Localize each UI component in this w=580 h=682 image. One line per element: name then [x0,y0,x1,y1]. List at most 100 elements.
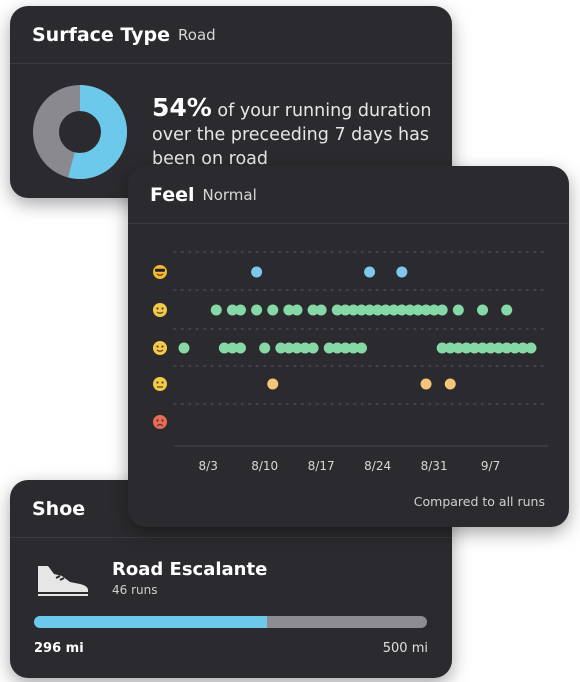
feel-dot-smiling [428,304,440,316]
feel-dot-smiling [331,304,343,316]
x-tick-label: 8/31 [421,459,448,473]
feel-dot-neutral [444,378,456,390]
feel-dot-smiling [315,304,327,316]
feel-dot-slightly-smiling [436,342,448,354]
feel-dot-slightly-smiling [234,342,246,354]
feel-dot-smiling [420,304,432,316]
feel-dot-slightly-smiling [218,342,230,354]
feel-dot-slightly-smiling [259,342,271,354]
slightly-smiling-face-icon-eye-right [161,345,164,348]
surface-donut-chart [33,85,127,179]
sunglasses-face-icon [153,265,167,279]
feel-card[interactable]: Feel Normal 8/3 8/10 8/17 8/24 8/31 9/7 Compa… [128,166,569,527]
feel-dot-smiling [291,304,303,316]
tired-face-icon-eye-right [161,419,164,422]
feel-dot-slightly-smiling [468,342,480,354]
x-tick-label: 8/24 [364,459,391,473]
x-tick-label: 8/17 [308,459,335,473]
neutral-face-icon [153,377,167,391]
feel-dot-smiling [307,304,319,316]
slightly-smiling-face-icon-eye-left [156,345,159,348]
feel-dot-slightly-smiling [477,342,489,354]
sunglasses-face-icon-mouth [156,273,164,276]
feel-dot-sunglasses [364,266,376,278]
slightly-smiling-face-icon [153,341,167,355]
smiling-face-icon-eye-right [161,307,164,310]
feel-dot-neutral [420,378,432,390]
feel-dot-smiling [452,304,464,316]
feel-dot-smiling [251,304,263,316]
shoe-title: Shoe [32,497,86,520]
shoe-name: Road Escalante [112,559,268,580]
feel-dot-smiling [412,304,424,316]
feel-dot-slightly-smiling [356,342,367,354]
feel-dot-smiling [267,304,279,316]
feel-dot-slightly-smiling [444,342,456,354]
feel-dot-slightly-smiling [501,342,513,354]
feel-dot-slightly-smiling [509,342,521,354]
feel-dot-slightly-smiling [291,342,303,354]
feel-dot-slightly-smiling [307,342,319,354]
feel-dot-smiling [364,304,376,316]
x-tick-label: 8/3 [199,459,218,473]
surface-type-body: 54% of your running duration over the pr… [10,64,452,198]
tired-face-icon-eye-left [156,419,159,422]
feel-dot-slightly-smiling [525,342,537,354]
smiling-face-icon-mouth [156,311,164,314]
feel-dot-smiling [501,304,513,316]
feel-dot-slightly-smiling [452,342,464,354]
feel-dot-slightly-smiling [178,342,190,354]
feel-dot-neutral [267,378,279,390]
tired-face-icon [153,415,167,429]
feel-dot-smiling [234,304,246,316]
smiling-face-icon-eye-left [156,307,159,310]
donut-road-segment [33,85,127,179]
feel-dot-slightly-smiling [299,342,311,354]
feel-dot-smiling [477,304,489,316]
feel-title: Feel [150,183,195,206]
x-tick-label: 8/10 [251,459,278,473]
surface-summary: 54% of your running duration over the pr… [152,93,440,171]
feel-scatter-chart: 8/3 8/10 8/17 8/24 8/31 9/7 [153,251,549,473]
feel-dot-slightly-smiling [331,342,343,354]
shoe-text: Road Escalante 46 runs [112,559,267,597]
feel-dot-smiling [404,304,416,316]
feel-dot-smiling [436,304,448,316]
feel-value: Normal [202,185,257,204]
shoe-header: Shoe [10,480,452,538]
shoe-runs: 46 runs [112,583,158,597]
x-tick-label: 9/7 [481,459,500,473]
feel-dot-smiling [388,304,400,316]
smiling-face-icon [153,303,167,317]
feel-dot-smiling [226,304,238,316]
feel-dot-smiling [210,304,222,316]
shoe-limit: 500 mi [382,641,428,656]
feel-dot-slightly-smiling [460,342,472,354]
tired-face-icon-mouth [156,423,164,427]
feel-dot-slightly-smiling [493,342,505,354]
feel-dot-smiling [283,304,295,316]
surface-percent: 54% [152,93,212,122]
feel-dot-smiling [339,304,351,316]
sunglasses-icon [155,268,165,272]
feel-footnote: Compared to all runs [413,494,545,509]
feel-dot-slightly-smiling [517,342,529,354]
feel-dot-slightly-smiling [339,342,351,354]
feel-header: Feel Normal [128,166,569,224]
feel-dot-smiling [380,304,392,316]
feel-dot-sunglasses [251,266,263,278]
shoe-progress-fill [34,616,267,628]
surface-type-value: Road [178,25,216,44]
feel-dot-slightly-smiling [323,342,335,354]
slightly-smiling-face-icon-mouth [156,349,164,352]
feel-dot-slightly-smiling [283,342,295,354]
surface-type-title: Surface Type [32,23,171,46]
shoe-info: Road Escalante 46 runs [34,558,267,598]
neutral-face-icon-eye-left [156,381,159,384]
feel-dot-slightly-smiling [226,342,238,354]
feel-dot-smiling [372,304,384,316]
surface-summary-text: of your running duration over the precee… [152,101,432,169]
neutral-face-icon-eye-right [161,381,164,384]
shoe-progress-track [34,616,427,628]
feel-dot-sunglasses [396,266,408,278]
